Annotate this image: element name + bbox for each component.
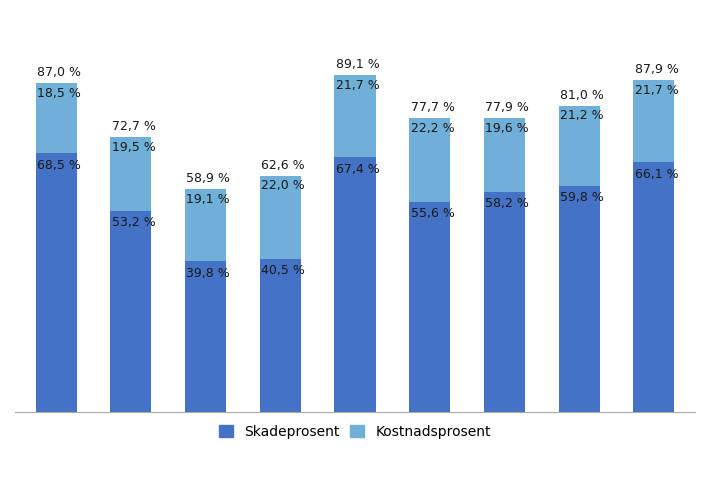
- Bar: [185, 189, 226, 261]
- Bar: [110, 211, 151, 412]
- Text: 21,2 %: 21,2 %: [560, 109, 604, 123]
- Text: 55,6 %: 55,6 %: [410, 207, 454, 220]
- Bar: [409, 202, 450, 412]
- Text: 58,2 %: 58,2 %: [486, 197, 529, 211]
- Bar: [409, 118, 450, 202]
- Bar: [36, 83, 77, 153]
- Text: 21,7 %: 21,7 %: [336, 79, 380, 92]
- Bar: [559, 186, 600, 412]
- Text: 19,5 %: 19,5 %: [111, 141, 155, 154]
- Legend: Skadeprosent, Kostnadsprosent: Skadeprosent, Kostnadsprosent: [214, 419, 496, 444]
- Bar: [484, 192, 525, 412]
- Text: 22,2 %: 22,2 %: [410, 122, 454, 134]
- Bar: [260, 176, 301, 259]
- Text: 18,5 %: 18,5 %: [37, 87, 81, 100]
- Text: 59,8 %: 59,8 %: [560, 191, 604, 204]
- Bar: [185, 261, 226, 412]
- Text: 68,5 %: 68,5 %: [37, 158, 81, 172]
- Bar: [559, 106, 600, 186]
- Text: 87,0 %: 87,0 %: [37, 66, 81, 79]
- Text: 53,2 %: 53,2 %: [111, 216, 155, 229]
- Bar: [334, 157, 376, 412]
- Text: 62,6 %: 62,6 %: [261, 159, 305, 172]
- Bar: [633, 80, 674, 162]
- Bar: [334, 75, 376, 157]
- Text: 58,9 %: 58,9 %: [187, 172, 230, 185]
- Text: 81,0 %: 81,0 %: [560, 89, 604, 102]
- Bar: [110, 137, 151, 211]
- Text: 66,1 %: 66,1 %: [635, 168, 679, 181]
- Text: 22,0 %: 22,0 %: [261, 179, 305, 192]
- Text: 89,1 %: 89,1 %: [336, 58, 380, 71]
- Text: 39,8 %: 39,8 %: [187, 267, 230, 280]
- Text: 67,4 %: 67,4 %: [336, 163, 380, 176]
- Text: 19,1 %: 19,1 %: [187, 193, 230, 206]
- Text: 72,7 %: 72,7 %: [111, 120, 155, 133]
- Text: 77,7 %: 77,7 %: [410, 101, 454, 114]
- Text: 21,7 %: 21,7 %: [635, 84, 679, 97]
- Text: 19,6 %: 19,6 %: [486, 122, 529, 134]
- Bar: [36, 153, 77, 412]
- Bar: [260, 259, 301, 412]
- Text: 40,5 %: 40,5 %: [261, 264, 305, 277]
- Bar: [633, 162, 674, 412]
- Text: 77,9 %: 77,9 %: [486, 101, 529, 114]
- Bar: [484, 118, 525, 192]
- Text: 87,9 %: 87,9 %: [635, 63, 679, 76]
